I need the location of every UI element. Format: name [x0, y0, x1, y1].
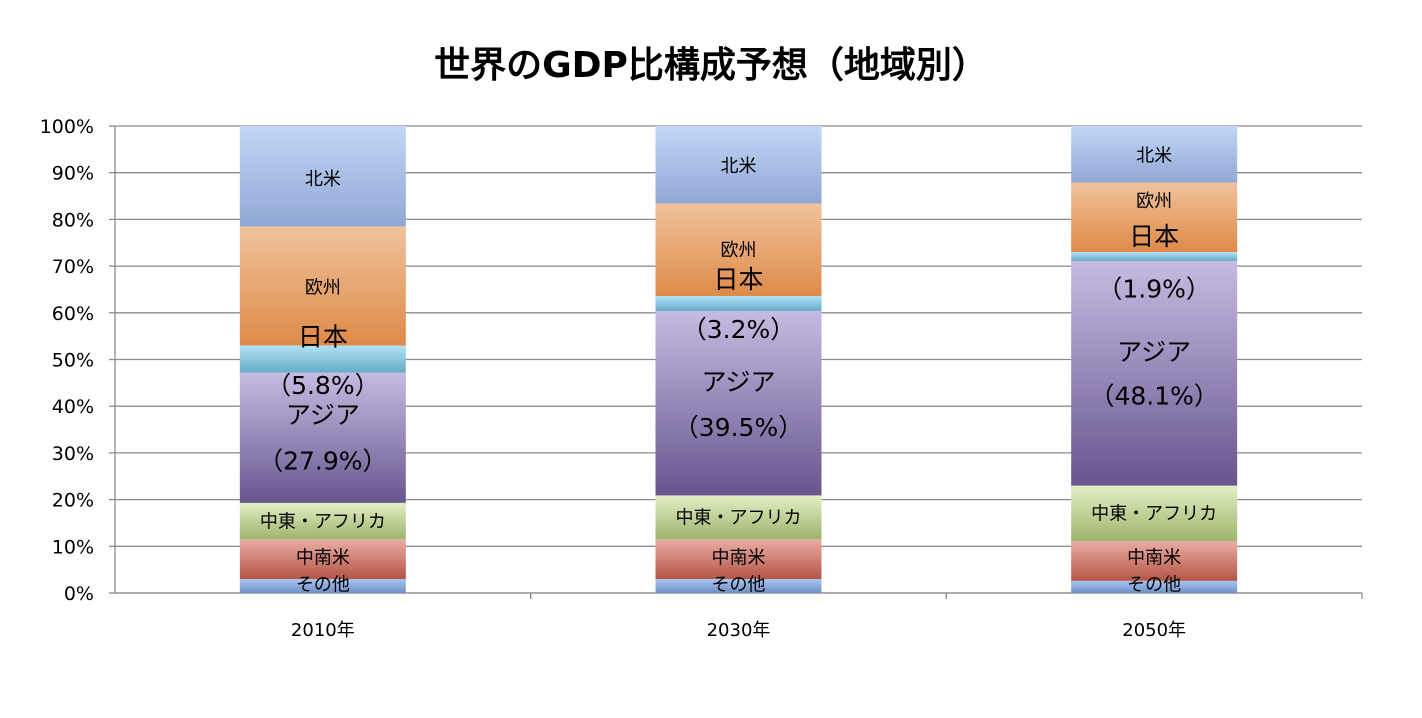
bar-segment-日本 — [655, 295, 822, 311]
x-tick-label: 2010年 — [291, 620, 355, 641]
bar-segment-北米 — [655, 126, 822, 204]
bar-segment-中南米 — [239, 539, 406, 579]
y-tick-label: 70% — [52, 256, 94, 278]
data-label: 中南米 — [296, 547, 350, 568]
data-label: アジア — [701, 367, 775, 396]
bar-segment-中東・アフリカ — [239, 502, 406, 540]
data-label: 北米 — [721, 156, 757, 177]
bar-segment-欧州 — [655, 203, 822, 296]
bar-segment-アジア — [655, 310, 822, 496]
bar-segment-その他 — [655, 578, 822, 593]
data-label: （39.5%） — [674, 413, 803, 442]
data-label: 欧州 — [305, 278, 341, 299]
data-label: （27.9%） — [258, 446, 387, 475]
data-label: その他 — [1127, 575, 1181, 596]
y-tick-label: 80% — [52, 209, 94, 231]
y-tick-label: 30% — [52, 443, 94, 465]
y-tick-label: 10% — [52, 536, 94, 558]
data-label: 日本 — [1129, 222, 1179, 251]
y-tick-label: 0% — [64, 583, 94, 605]
y-tick-label: 60% — [52, 303, 94, 325]
data-label: アジア — [1117, 338, 1191, 367]
data-label: 中南米 — [712, 547, 766, 568]
x-tick-label: 2050年 — [1122, 620, 1186, 641]
data-label: （48.1%） — [1089, 381, 1218, 410]
bar-segment-アジア — [239, 372, 406, 503]
data-label: 北米 — [305, 169, 341, 190]
bar-segment-北米 — [1071, 126, 1238, 183]
bar-segment-北米 — [239, 126, 406, 227]
data-label: 中南米 — [1127, 547, 1181, 568]
data-label: 北米 — [1136, 145, 1172, 166]
data-label: その他 — [296, 575, 350, 596]
data-label: 中東・アフリカ — [1091, 504, 1217, 525]
bar-segment-その他 — [239, 578, 406, 593]
y-tick-label: 100% — [40, 116, 94, 138]
y-tick-label: 50% — [52, 350, 94, 372]
bar-segment-欧州 — [239, 226, 406, 346]
bar-segment-中南米 — [655, 539, 822, 579]
bar-segment-中東・アフリカ — [655, 495, 822, 540]
data-label: その他 — [712, 575, 766, 596]
bar-segment-欧州 — [1071, 182, 1238, 253]
data-label: 欧州 — [1136, 191, 1172, 212]
bar-segment-日本 — [1071, 252, 1238, 261]
data-label: （3.2%） — [682, 315, 796, 344]
bar-segment-中南米 — [1071, 541, 1238, 581]
data-label: （1.9%） — [1097, 274, 1211, 303]
x-tick-label: 2030年 — [707, 620, 771, 641]
y-tick-label: 40% — [52, 396, 94, 418]
chart-title: 世界のGDP比構成予想（地域別） — [434, 45, 988, 86]
data-label: （5.8%） — [266, 371, 380, 400]
y-tick-label: 90% — [52, 163, 94, 185]
data-label: 中東・アフリカ — [260, 512, 386, 533]
data-label: アジア — [286, 401, 360, 430]
bar-segment-アジア — [1071, 260, 1238, 486]
bar-segment-中東・アフリカ — [1071, 485, 1238, 542]
bar-segment-その他 — [1071, 580, 1238, 593]
y-tick-label: 20% — [52, 490, 94, 512]
data-label: 日本 — [713, 265, 763, 294]
bar-segment-日本 — [239, 345, 406, 373]
data-label: 日本 — [298, 323, 348, 352]
data-label: 中東・アフリカ — [676, 507, 802, 528]
data-label: 欧州 — [721, 240, 757, 261]
